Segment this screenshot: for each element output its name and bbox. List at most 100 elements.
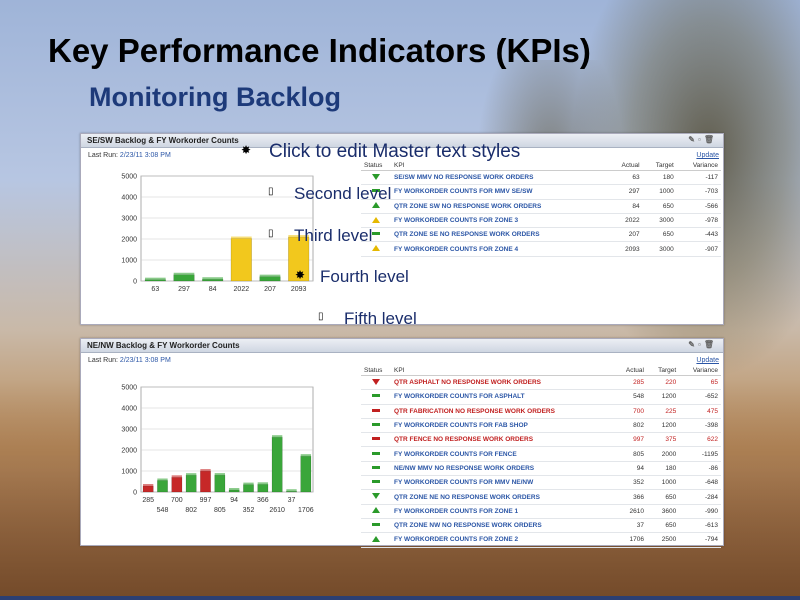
variance-value: -907 [676, 241, 721, 257]
bar-top [214, 473, 225, 476]
kpi-link[interactable]: FY WORKORDER COUNTS FOR MMV NE/NW [391, 475, 615, 491]
bar [228, 489, 240, 493]
table-row: QTR ASPHALT NO RESPONSE WORK ORDERS 285 … [361, 375, 721, 391]
bar-top [145, 277, 166, 280]
bar [230, 238, 252, 282]
kpi-link[interactable]: FY WORKORDER COUNTS FOR FAB SHOP [391, 418, 615, 434]
bar [214, 474, 226, 493]
target-value: 650 [646, 489, 680, 505]
panel-tools[interactable]: ✎▫🗑 [688, 135, 717, 144]
kpi-link[interactable]: QTR ZONE NE NO RESPONSE WORK ORDERS [391, 489, 615, 505]
bar [185, 474, 197, 493]
panel-header: SE/SW Backlog & FY Workorder Counts ✎▫🗑 [81, 134, 723, 148]
kpi-link[interactable]: NE/NW MMV NO RESPONSE WORK ORDERS [391, 461, 615, 477]
bar-top [243, 482, 254, 485]
master-level-5[interactable]: Fifth level [344, 309, 417, 328]
bar-top [157, 478, 168, 481]
actual-value: 802 [614, 418, 647, 434]
kpi-link[interactable]: QTR ZONE NW NO RESPONSE WORK ORDERS [391, 518, 615, 534]
bar-top [143, 484, 154, 487]
status-dash-green-icon [361, 461, 391, 477]
kpi-link[interactable]: FY WORKORDER COUNTS FOR FENCE [391, 446, 615, 462]
bullet-icon: ✸ [295, 268, 306, 282]
x-tick-label: 802 [185, 507, 197, 514]
kpi-link[interactable]: QTR ZONE SE NO RESPONSE WORK ORDERS [391, 227, 609, 243]
kpi-link[interactable]: QTR FENCE NO RESPONSE WORK ORDERS [391, 432, 615, 448]
x-tick-label: 1706 [298, 507, 314, 514]
update-link[interactable]: Update [696, 152, 719, 159]
table-row: QTR ZONE NE NO RESPONSE WORK ORDERS 366 … [361, 489, 721, 505]
variance-value: -443 [676, 227, 721, 243]
target-value: 180 [642, 170, 677, 186]
kpi-link[interactable]: QTR FABRICATION NO RESPONSE WORK ORDERS [391, 404, 615, 419]
update-link[interactable]: Update [696, 357, 719, 364]
actual-value: 548 [614, 389, 647, 405]
slide-title[interactable]: Key Performance Indicators (KPIs) [48, 32, 591, 69]
kpi-link[interactable]: FY WORKORDER COUNTS FOR MMV SE/SW [391, 184, 609, 200]
y-tick-label: 0 [133, 279, 137, 286]
kpi-link[interactable]: QTR ASPHALT NO RESPONSE WORK ORDERS [391, 375, 615, 391]
master-level-2[interactable]: Second level [294, 184, 392, 203]
bar [200, 470, 211, 493]
col-kpi: KPI [391, 366, 615, 376]
variance-value: -566 [676, 199, 721, 214]
y-tick-label: 4000 [121, 406, 137, 413]
master-level-4[interactable]: Fourth level [320, 267, 409, 286]
col-actual: Actual [608, 161, 643, 171]
x-tick-label: 94 [230, 497, 238, 504]
kpi-link[interactable]: FY WORKORDER COUNTS FOR ZONE 3 [391, 213, 609, 229]
kpi-link[interactable]: FY WORKORDER COUNTS FOR ZONE 2 [391, 532, 615, 548]
last-run: Last Run: 2/23/11 3:08 PM [88, 357, 171, 364]
actual-value: 37 [614, 518, 647, 534]
panel-tools[interactable]: ✎▫🗑 [688, 340, 717, 349]
bar [300, 455, 312, 493]
last-run-date: 2/23/11 3:08 PM [119, 152, 171, 159]
kpi-link[interactable]: QTR ZONE SW NO RESPONSE WORK ORDERS [391, 199, 609, 214]
bar-top [286, 489, 297, 492]
bar-top [186, 473, 197, 476]
table-row: FY WORKORDER COUNTS FOR ZONE 2 1706 2500… [361, 532, 721, 548]
table-row: FY WORKORDER COUNTS FOR FENCE 805 2000 -… [361, 446, 721, 462]
y-tick-label: 0 [133, 490, 137, 497]
actual-value: 352 [614, 475, 647, 491]
kpi-link[interactable]: FY WORKORDER COUNTS FOR ZONE 1 [391, 504, 615, 519]
panel-header: NE/NW Backlog & FY Workorder Counts ✎▫🗑 [81, 339, 723, 353]
status-down-green-icon [361, 170, 391, 186]
bar-top [202, 277, 223, 280]
table-row: FY WORKORDER COUNTS FOR FAB SHOP 802 120… [361, 418, 721, 434]
y-tick-label: 3000 [121, 427, 137, 434]
bar [144, 279, 166, 282]
target-value: 1000 [642, 184, 677, 200]
variance-value: 622 [679, 432, 721, 448]
x-tick-label: 997 [200, 497, 212, 504]
actual-value: 805 [614, 446, 647, 462]
table-row: FY WORKORDER COUNTS FOR ASPHALT 548 1200… [361, 389, 721, 405]
y-tick-label: 1000 [121, 469, 137, 476]
status-dash-green-icon [361, 227, 391, 243]
master-level-3[interactable]: Third level [294, 226, 373, 245]
x-tick-label: 805 [214, 507, 226, 514]
kpi-link[interactable]: FY WORKORDER COUNTS FOR ASPHALT [391, 389, 615, 405]
last-run: Last Run: 2/23/11 3:08 PM [88, 152, 171, 159]
kpi-link[interactable]: SE/SW MMV NO RESPONSE WORK ORDERS [391, 170, 609, 186]
actual-value: 997 [614, 432, 647, 448]
status-up-green-icon [361, 504, 391, 519]
y-tick-label: 5000 [121, 174, 137, 181]
variance-value: -86 [679, 461, 721, 477]
status-dash-green-icon [361, 389, 391, 405]
status-dash-green-icon [361, 418, 391, 434]
kpi-link[interactable]: FY WORKORDER COUNTS FOR ZONE 4 [391, 241, 609, 257]
bar [173, 274, 195, 282]
status-up-yellow-icon [361, 241, 391, 257]
x-tick-label: 366 [257, 497, 269, 504]
slide-subtitle[interactable]: Monitoring Backlog [89, 82, 341, 112]
bar [286, 490, 297, 493]
x-tick-label: 207 [264, 286, 276, 293]
bar-top [229, 488, 240, 491]
variance-value: -703 [676, 184, 721, 200]
bar-top [288, 235, 309, 238]
status-dash-green-icon [361, 518, 391, 534]
x-tick-label: 2610 [269, 507, 285, 514]
master-level-1[interactable]: Click to edit Master text styles [269, 141, 521, 162]
